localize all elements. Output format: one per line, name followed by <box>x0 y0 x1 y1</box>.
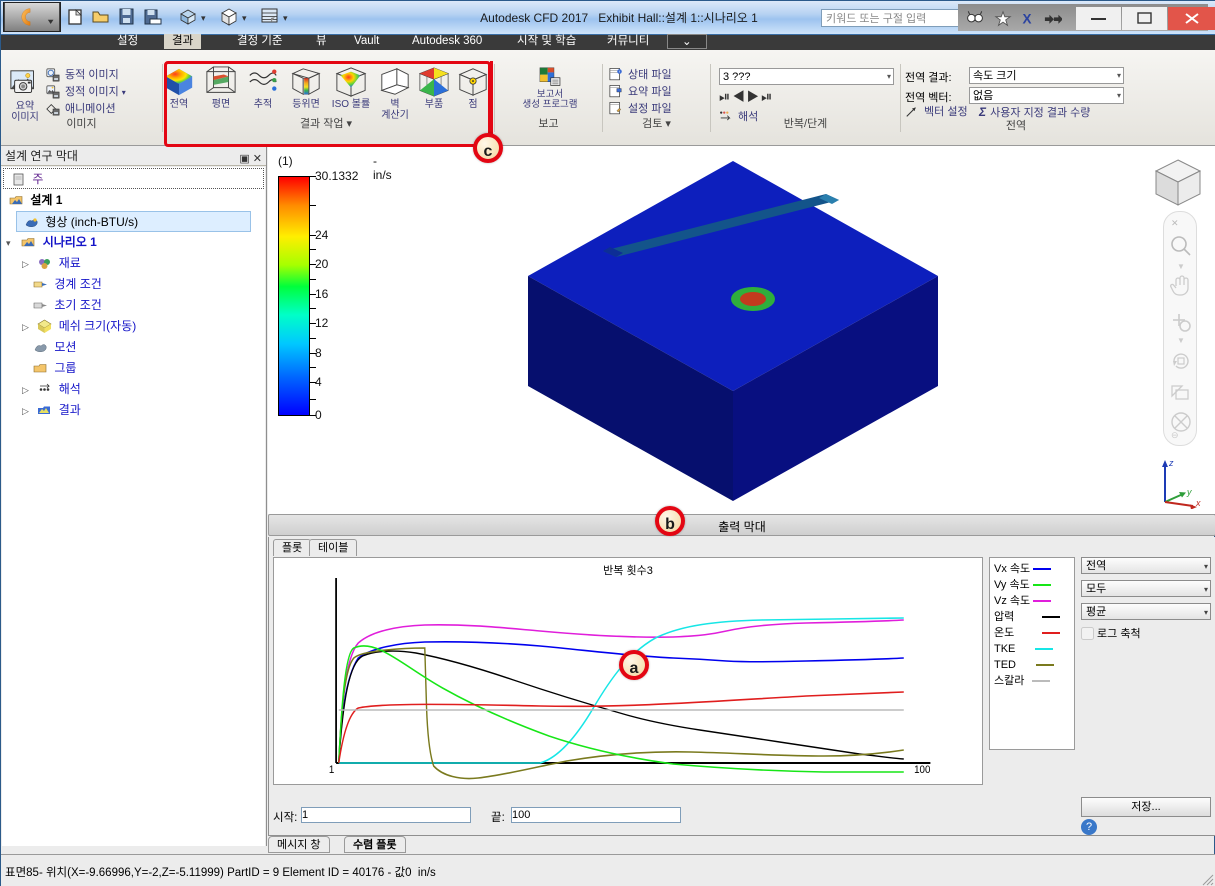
svg-text:X: X <box>1022 12 1031 27</box>
svg-text:z: z <box>1168 458 1174 468</box>
svg-text:1: 1 <box>329 765 335 777</box>
svg-text:y: y <box>1186 487 1192 497</box>
svg-text:x: x <box>1195 498 1201 508</box>
svg-text:100: 100 <box>914 765 930 777</box>
